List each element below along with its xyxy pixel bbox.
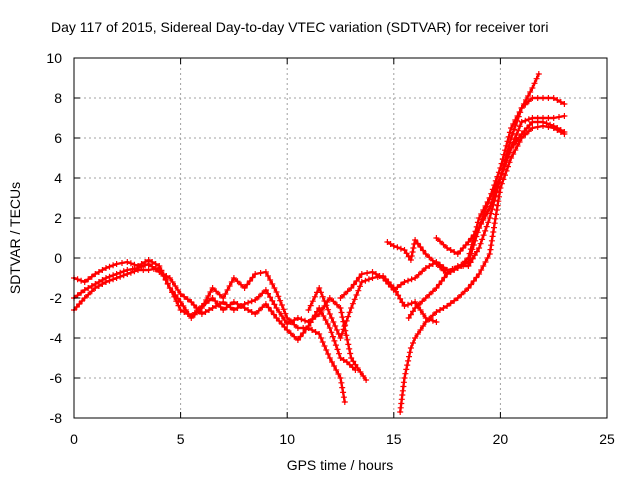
series-line xyxy=(72,262,368,382)
series-track-7 xyxy=(397,123,568,415)
plot-frame xyxy=(73,57,608,419)
series-track-8 xyxy=(405,113,568,321)
y-tick-label: 2 xyxy=(54,210,62,226)
y-tick-label: 4 xyxy=(54,170,62,186)
chart-title: Day 117 of 2015, Sidereal Day-to-day VTE… xyxy=(51,19,548,35)
y-tick-label: 8 xyxy=(54,90,62,106)
y-tick-label: 0 xyxy=(54,250,62,266)
x-tick-label: 20 xyxy=(493,431,509,447)
series-markers xyxy=(397,123,568,415)
y-axis-label: SDTVAR / TECUs xyxy=(7,182,23,294)
x-tick-label: 0 xyxy=(70,431,78,447)
series-track-9 xyxy=(433,119,568,257)
series-line xyxy=(407,114,566,320)
grid xyxy=(74,58,607,418)
x-tick-label: 5 xyxy=(177,431,185,447)
y-tick-label: 10 xyxy=(46,50,62,66)
y-tick-label: -8 xyxy=(50,410,63,426)
series-markers xyxy=(71,265,359,373)
y-tick-label: -2 xyxy=(50,290,63,306)
series-track-3 xyxy=(71,265,359,373)
x-tick-label: 10 xyxy=(279,431,295,447)
x-tick-label: 15 xyxy=(386,431,402,447)
series-markers xyxy=(433,119,568,257)
x-axis-label: GPS time / hours xyxy=(287,457,394,473)
tick-labels: 0 5 10 15 20 25 -8 -6 -4 -2 0 2 4 6 8 10 xyxy=(46,50,615,447)
y-tick-label: -6 xyxy=(50,370,63,386)
axis-ticks xyxy=(73,57,608,419)
y-tick-label: 6 xyxy=(54,130,62,146)
x-tick-label: 25 xyxy=(599,431,615,447)
series-markers xyxy=(405,113,568,321)
series-layer xyxy=(71,71,568,415)
y-tick-label: -4 xyxy=(50,330,63,346)
